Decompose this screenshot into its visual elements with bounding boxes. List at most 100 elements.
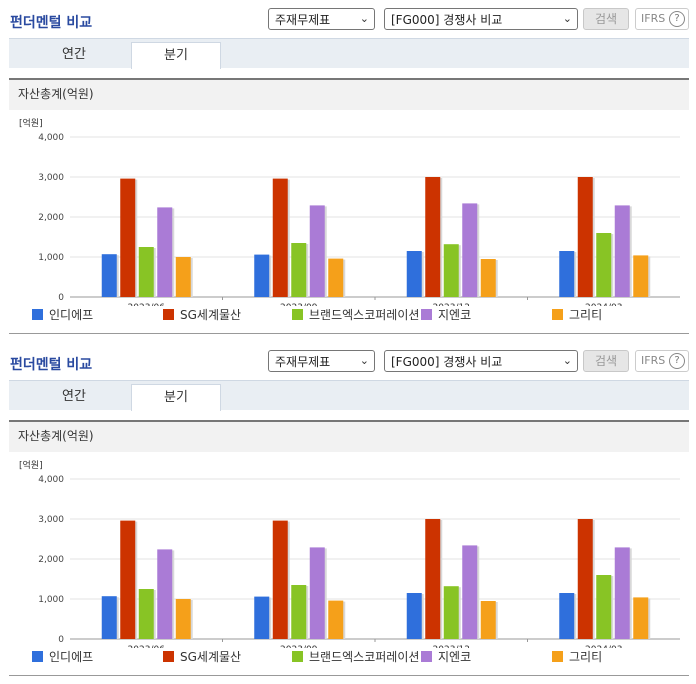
panel-header: 펀더멘털 비교 주재무제표 ⌄ [FG000] 경쟁사 비교 ⌄ 검색 IFRS… <box>0 342 696 380</box>
legend-label: 브랜드엑스코퍼레이션 <box>309 308 420 322</box>
legend-label: SG세계물산 <box>180 308 242 322</box>
x-tick-label: 2024/03 <box>585 645 622 648</box>
legend-item[interactable]: 그리티 <box>552 648 602 665</box>
y-tick-label: 1,000 <box>38 595 64 605</box>
period-tabs: 연간 분기 <box>9 38 689 69</box>
chart-legend: 인디에프 SG세계물산 브랜드엑스코퍼레이션 지엔코 그리티 <box>0 306 696 326</box>
x-tick-label: 2023/12 <box>433 303 470 306</box>
legend-swatch <box>552 309 563 320</box>
period-tabs: 연간 분기 <box>9 380 689 411</box>
bar <box>559 251 575 297</box>
bar <box>272 178 288 297</box>
help-icon[interactable]: ? <box>669 353 685 369</box>
theme-select-value: 주재무제표 <box>275 355 331 369</box>
divider <box>9 675 689 676</box>
bar <box>328 258 344 297</box>
compare-select-value: [FG000] 경쟁사 비교 <box>391 13 503 27</box>
tab-annual[interactable]: 연간 <box>62 389 86 404</box>
tab-annual[interactable]: 연간 <box>62 47 86 62</box>
chevron-down-icon: ⌄ <box>562 354 572 367</box>
bar <box>101 254 117 297</box>
legend-label: 그리티 <box>569 308 603 322</box>
bar <box>480 259 496 297</box>
bar <box>291 243 307 297</box>
search-button[interactable]: 검색 <box>583 350 629 372</box>
bar <box>577 177 593 297</box>
section-title: 자산총계(억원) <box>9 78 689 110</box>
legend-label: 브랜드엑스코퍼레이션 <box>309 650 420 664</box>
bar <box>138 247 154 297</box>
y-unit-label: [억원] <box>19 459 43 471</box>
tab-quarter[interactable]: 분기 <box>131 42 221 69</box>
asset-bar-chart: [억원] 0 1,000 2,000 3,000 4,000 2023/06 2023/09 2… <box>19 459 680 648</box>
y-tick-label: 3,000 <box>38 173 64 183</box>
legend-label: SG세계물산 <box>180 650 242 664</box>
panel-title: 펀더멘털 비교 <box>10 357 93 373</box>
compare-select[interactable]: [FG000] 경쟁사 비교 ⌄ <box>384 8 578 30</box>
bar <box>443 244 459 297</box>
fundamental-panel-1: 펀더멘털 비교 주재무제표 ⌄ [FG000] 경쟁사 비교 ⌄ 검색 IFRS… <box>0 0 696 334</box>
legend-swatch <box>163 651 174 662</box>
ifrs-label: IFRS <box>641 12 666 25</box>
legend-swatch <box>421 651 432 662</box>
legend-label: 지엔코 <box>438 308 472 322</box>
chevron-down-icon: ⌄ <box>359 354 369 367</box>
x-tick-label: 2023/06 <box>128 303 166 306</box>
legend-label: 인디에프 <box>49 308 94 322</box>
legend-item[interactable]: 지엔코 <box>421 306 471 323</box>
legend-item[interactable]: 브랜드엑스코퍼레이션 <box>292 306 419 323</box>
bar <box>425 519 441 639</box>
compare-select[interactable]: [FG000] 경쟁사 비교 ⌄ <box>384 350 578 372</box>
legend-item[interactable]: 지엔코 <box>421 648 471 665</box>
y-tick-label: 0 <box>58 635 64 645</box>
y-tick-label: 1,000 <box>38 253 64 263</box>
legend-swatch <box>32 651 43 662</box>
legend-item[interactable]: SG세계물산 <box>163 306 241 323</box>
theme-select-value: 주재무제표 <box>275 13 331 27</box>
x-tick-label: 2023/09 <box>280 303 318 306</box>
legend-item[interactable]: 브랜드엑스코퍼레이션 <box>292 648 419 665</box>
legend-item[interactable]: 인디에프 <box>32 648 93 665</box>
bar <box>254 254 270 297</box>
section-title: 자산총계(억원) <box>9 420 689 452</box>
tab-quarter[interactable]: 분기 <box>131 384 221 411</box>
bar <box>175 599 191 639</box>
legend-swatch <box>292 309 303 320</box>
legend-label: 인디에프 <box>49 650 94 664</box>
divider <box>9 333 689 334</box>
theme-select[interactable]: 주재무제표 ⌄ <box>268 350 375 372</box>
theme-select[interactable]: 주재무제표 ⌄ <box>268 8 375 30</box>
legend-swatch <box>163 309 174 320</box>
search-button[interactable]: 검색 <box>583 8 629 30</box>
ifrs-info[interactable]: IFRS ? <box>635 350 689 372</box>
x-tick-label: 2023/12 <box>433 645 470 648</box>
y-tick-label: 2,000 <box>38 555 64 565</box>
bar <box>309 205 325 297</box>
legend-swatch <box>32 309 43 320</box>
bar <box>254 596 270 639</box>
bar <box>480 601 496 639</box>
x-tick-label: 2023/09 <box>280 645 318 648</box>
help-icon[interactable]: ? <box>669 11 685 27</box>
x-tick-label: 2024/03 <box>585 303 622 306</box>
bar <box>406 251 422 297</box>
bar <box>272 520 288 639</box>
panel-header: 펀더멘털 비교 주재무제표 ⌄ [FG000] 경쟁사 비교 ⌄ 검색 IFRS… <box>0 0 696 38</box>
x-tick-label: 2023/06 <box>128 645 166 648</box>
bar <box>175 257 191 297</box>
bar <box>157 207 173 297</box>
y-tick-label: 2,000 <box>38 213 64 223</box>
legend-item[interactable]: 인디에프 <box>32 306 93 323</box>
compare-select-value: [FG000] 경쟁사 비교 <box>391 355 503 369</box>
bar <box>633 255 649 297</box>
bar <box>462 545 478 639</box>
panel-title: 펀더멘털 비교 <box>10 15 93 31</box>
legend-item[interactable]: 그리티 <box>552 306 602 323</box>
bar <box>328 600 344 639</box>
y-tick-label: 4,000 <box>38 475 64 485</box>
bar <box>614 205 630 297</box>
legend-item[interactable]: SG세계물산 <box>163 648 241 665</box>
ifrs-info[interactable]: IFRS ? <box>635 8 689 30</box>
bar <box>138 589 154 639</box>
bar <box>120 520 136 639</box>
